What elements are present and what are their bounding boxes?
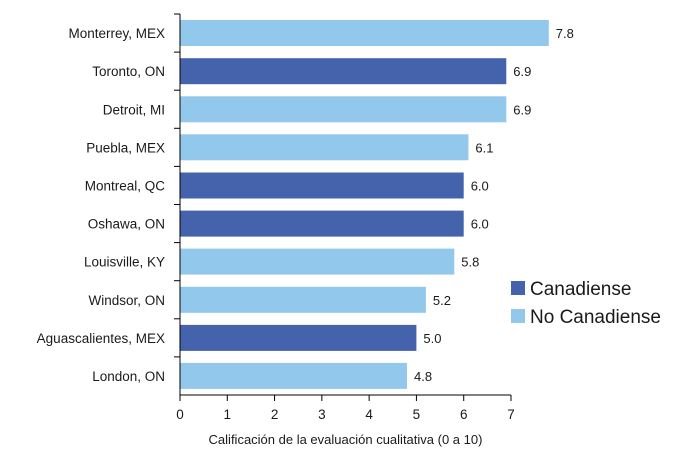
legend: Canadiense No Canadiense — [511, 279, 661, 328]
value-label: 7.8 — [556, 26, 574, 41]
legend-label: No Canadiense — [530, 307, 661, 328]
x-tick-label: 7 — [507, 407, 515, 422]
bar — [180, 134, 469, 161]
x-tick-label: 0 — [176, 407, 184, 422]
value-label: 6.9 — [513, 102, 531, 117]
x-tick-label: 1 — [224, 407, 232, 422]
category-label: Puebla, MEX — [86, 140, 165, 155]
category-label: Aguascalientes, MEX — [37, 331, 165, 346]
value-label: 5.8 — [461, 255, 479, 270]
value-label: 4.8 — [414, 369, 432, 384]
value-label: 6.0 — [471, 179, 489, 194]
legend-swatch — [511, 309, 525, 323]
category-label: London, ON — [92, 369, 165, 384]
bar — [180, 172, 464, 199]
bar — [180, 20, 549, 46]
category-label: Toronto, ON — [92, 64, 165, 79]
labels-layer: Monterrey, MEX 7.8 Toronto, ON 6.9 Detroit, … — [37, 13, 574, 384]
legend-label: Canadiense — [530, 279, 631, 300]
value-label: 6.1 — [475, 140, 493, 155]
bar — [180, 286, 426, 313]
value-label: 5.2 — [433, 293, 451, 308]
value-label: 6.0 — [471, 217, 489, 232]
category-label: Windsor, ON — [88, 293, 165, 308]
value-label: 6.9 — [513, 64, 531, 79]
x-axis-ticks: 0 1 2 3 4 5 6 7 — [176, 395, 515, 422]
category-label: Montreal, QC — [85, 179, 166, 194]
bars-layer — [180, 20, 549, 389]
bar — [180, 362, 407, 389]
bar — [180, 96, 507, 123]
x-tick-label: 3 — [318, 407, 326, 422]
category-label: Oshawa, ON — [88, 217, 165, 232]
category-label: Louisville, KY — [84, 255, 165, 270]
value-label: 5.0 — [423, 331, 441, 346]
x-tick-label: 2 — [271, 407, 279, 422]
bar — [180, 58, 507, 85]
bar — [180, 248, 455, 275]
legend-swatch — [511, 281, 525, 295]
category-label: Monterrey, MEX — [68, 26, 165, 41]
x-tick-label: 4 — [365, 407, 373, 422]
bar — [180, 210, 464, 237]
x-tick-label: 5 — [413, 407, 421, 422]
bar — [180, 324, 417, 351]
x-axis-title: Calificación de la evaluación cualitativ… — [209, 432, 483, 447]
category-label: Detroit, MI — [103, 102, 165, 117]
x-tick-label: 6 — [460, 407, 468, 422]
